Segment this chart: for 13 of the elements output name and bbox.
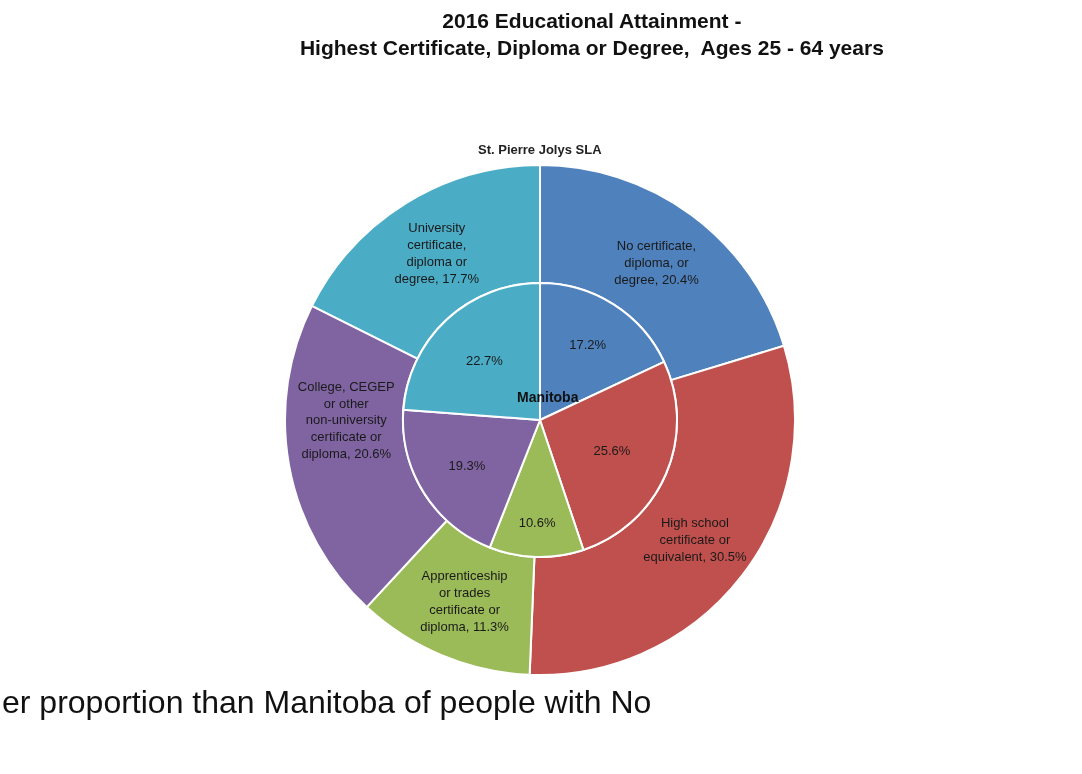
data-label: 25.6%	[593, 443, 631, 459]
data-label: 19.3%	[448, 458, 486, 474]
slice-label: St. Pierre Jolys SLA	[478, 142, 603, 157]
slice-label: No certificate, diploma, or degree, 20.4%	[614, 238, 700, 287]
data-label: 10.6%	[518, 514, 556, 530]
slice-label: High school certificate or equivalent, 30.5%	[643, 515, 747, 565]
data-label: 17.2%	[569, 337, 607, 353]
data-label: 22.7%	[465, 352, 504, 368]
slice-label: Apprenticeship or trades certificate or diploma, 11.3%	[420, 568, 510, 634]
text: er proportion than Manitoba of people with No	[2, 684, 652, 720]
slice-label: College, CEGEP or other non-university certificate or diploma, 20.6%	[297, 378, 395, 462]
chart-title: 2016 Educational Attainment - Highest Certificate, Diploma or Degree, Ages 25 - 64 years	[299, 9, 884, 60]
slice-label: University certificate, diploma or degree, 17.7%	[394, 220, 480, 287]
